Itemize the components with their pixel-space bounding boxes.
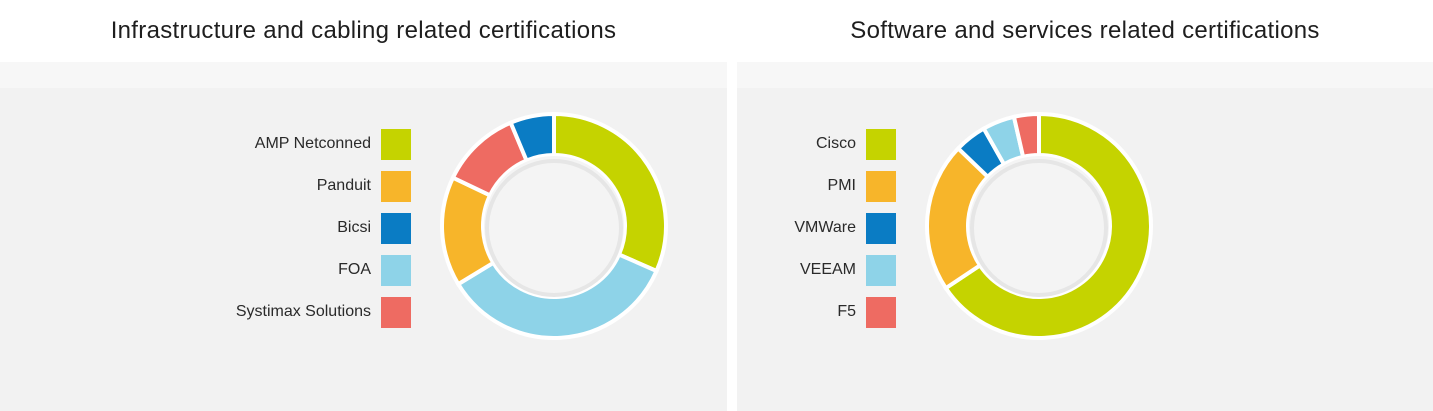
software-chart-panel: Software and services related certificat… xyxy=(737,0,1433,411)
legend-label: VEEAM xyxy=(799,261,856,278)
legend-item-panduit: Panduit xyxy=(317,170,411,202)
slice-foa xyxy=(455,251,660,340)
donut-chart xyxy=(440,111,668,340)
legend-label: AMP Netconned xyxy=(254,135,371,152)
legend-swatch xyxy=(866,296,896,328)
legend-label: Cisco xyxy=(815,135,856,152)
legend-swatch xyxy=(866,128,896,160)
slice-f5 xyxy=(1011,111,1041,160)
legend-item-pmi: PMI xyxy=(828,170,896,202)
legend-swatch xyxy=(381,212,411,244)
legend-item-f5: F5 xyxy=(837,296,896,328)
legend-swatch xyxy=(866,170,896,202)
legend-item-veeam: VEEAM xyxy=(800,254,896,286)
donut-hole xyxy=(484,156,624,296)
donut-hole-shadow xyxy=(485,159,623,297)
legend-swatch xyxy=(381,170,411,202)
legend-swatch xyxy=(866,254,896,286)
slice-amp-netconned xyxy=(552,111,668,274)
legend-label: Panduit xyxy=(316,177,371,194)
title-divider xyxy=(737,62,1433,88)
legend-swatch xyxy=(866,212,896,244)
legend-swatch xyxy=(381,296,411,328)
legend-item-foa: FOA xyxy=(338,254,411,286)
legend-label: Systimax Solutions xyxy=(235,303,371,320)
infrastructure-chart-panel: Infrastructure and cabling related certi… xyxy=(0,0,727,411)
chart-title: Infrastructure and cabling related certi… xyxy=(0,0,727,62)
legend-swatch xyxy=(381,254,411,286)
legend-label: F5 xyxy=(837,303,856,320)
legend-item-amp-netconned: AMP Netconned xyxy=(255,128,411,160)
donut-chart xyxy=(925,111,1153,340)
legend-label: Bicsi xyxy=(337,219,371,236)
legend-item-vmware: VMWare xyxy=(794,212,896,244)
legend-swatch xyxy=(381,128,411,160)
title-divider xyxy=(0,62,727,88)
donut-hole-shadow xyxy=(970,159,1108,297)
legend-label: VMWare xyxy=(794,219,856,236)
donut-hole xyxy=(969,156,1109,296)
slice-cisco xyxy=(943,111,1153,340)
legend-item-bicsi: Bicsi xyxy=(337,212,411,244)
slice-bicsi xyxy=(508,111,556,164)
legend-item-systimax-solutions: Systimax Solutions xyxy=(236,296,411,328)
legend-item-cisco: Cisco xyxy=(816,128,896,160)
legend-label: FOA xyxy=(338,261,371,278)
legend-label: PMI xyxy=(827,177,856,194)
chart-title: Software and services related certificat… xyxy=(737,0,1433,62)
